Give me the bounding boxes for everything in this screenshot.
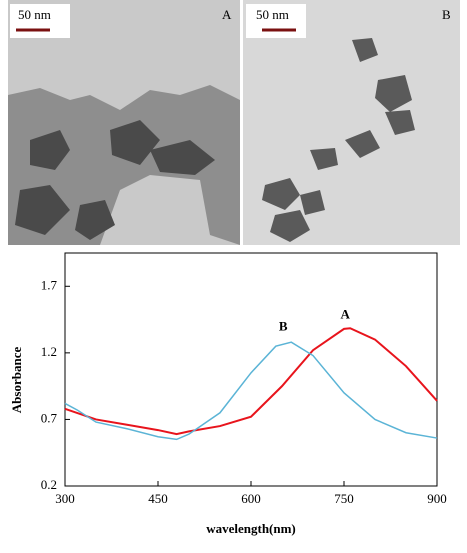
x-tick-label: 450 (148, 491, 168, 506)
scale-label: 50 nm (256, 7, 289, 22)
scale-box (246, 4, 306, 38)
annotation: A (341, 307, 351, 322)
scale-label: 50 nm (18, 7, 51, 22)
x-tick-label: 600 (241, 491, 261, 506)
y-tick-label: 1.2 (41, 344, 57, 359)
x-tick-label: 300 (55, 491, 75, 506)
y-tick-label: 0.7 (41, 410, 58, 425)
plot-frame (64, 252, 438, 487)
x-axis-label: wavelength(nm) (206, 521, 296, 536)
particles (262, 38, 415, 242)
y-axis-label: Absorbance (9, 347, 24, 414)
y-tick-label: 0.2 (41, 477, 57, 492)
y-tick-label: 1.7 (41, 277, 58, 292)
line (64, 341, 438, 441)
scale-box (10, 4, 70, 38)
panel-label: A (222, 7, 232, 22)
panel-label: B (442, 7, 451, 22)
line (64, 327, 438, 436)
annotation: B (279, 319, 288, 334)
x-tick-label: 750 (334, 491, 354, 506)
x-tick-label: 900 (427, 491, 447, 506)
particles (15, 120, 215, 240)
